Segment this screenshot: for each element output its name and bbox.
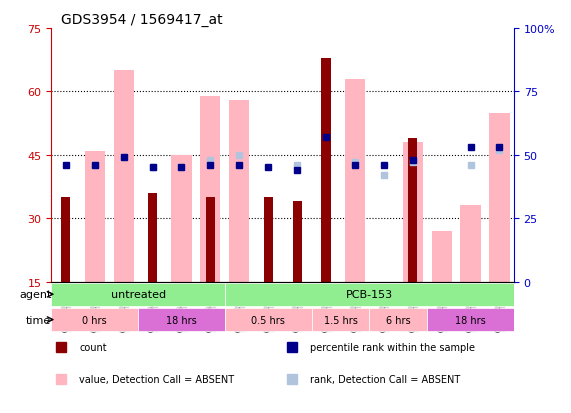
FancyBboxPatch shape xyxy=(312,309,369,331)
Text: GSM149391: GSM149391 xyxy=(437,285,446,331)
Bar xyxy=(171,155,192,282)
FancyBboxPatch shape xyxy=(225,309,312,331)
Text: time: time xyxy=(26,315,51,325)
Text: GSM149386: GSM149386 xyxy=(292,285,301,331)
Text: GSM149393: GSM149393 xyxy=(495,285,504,332)
Bar xyxy=(206,197,215,282)
Bar xyxy=(85,151,105,282)
Text: 6 hrs: 6 hrs xyxy=(386,315,411,325)
Text: count: count xyxy=(79,342,107,352)
FancyBboxPatch shape xyxy=(427,309,514,331)
Text: value, Detection Call = ABSENT: value, Detection Call = ABSENT xyxy=(79,375,234,385)
Bar xyxy=(229,101,250,282)
Bar xyxy=(489,113,509,282)
Text: 1.5 hrs: 1.5 hrs xyxy=(324,315,357,325)
FancyBboxPatch shape xyxy=(369,309,427,331)
Text: 0.5 hrs: 0.5 hrs xyxy=(251,315,285,325)
Text: 18 hrs: 18 hrs xyxy=(166,315,197,325)
Text: GSM149392: GSM149392 xyxy=(466,285,475,331)
Text: GSM149381: GSM149381 xyxy=(61,285,70,331)
Text: rank, Detection Call = ABSENT: rank, Detection Call = ABSENT xyxy=(311,375,461,385)
Bar xyxy=(432,231,452,282)
Bar xyxy=(321,58,331,282)
Text: GSM154182: GSM154182 xyxy=(148,285,157,331)
Text: untreated: untreated xyxy=(111,290,166,299)
Text: GSM149385: GSM149385 xyxy=(264,285,273,331)
Text: GSM154183: GSM154183 xyxy=(177,285,186,331)
Text: percentile rank within the sample: percentile rank within the sample xyxy=(311,342,476,352)
Bar xyxy=(460,206,481,282)
Bar xyxy=(114,71,134,282)
Bar xyxy=(345,79,365,282)
Text: 0 hrs: 0 hrs xyxy=(82,315,107,325)
Text: GSM149382: GSM149382 xyxy=(90,285,99,331)
Text: GSM149384: GSM149384 xyxy=(235,285,244,331)
Text: GSM154184: GSM154184 xyxy=(206,285,215,331)
Text: GSM149390: GSM149390 xyxy=(408,285,417,332)
FancyBboxPatch shape xyxy=(51,309,138,331)
Bar xyxy=(61,197,70,282)
FancyBboxPatch shape xyxy=(51,283,225,306)
FancyBboxPatch shape xyxy=(138,309,225,331)
Bar xyxy=(408,138,417,282)
Text: PCB-153: PCB-153 xyxy=(346,290,393,299)
FancyBboxPatch shape xyxy=(225,283,514,306)
Bar xyxy=(200,96,220,282)
Bar xyxy=(292,202,301,282)
Bar xyxy=(403,143,423,282)
Bar xyxy=(148,193,157,282)
Text: agent: agent xyxy=(19,290,51,299)
Text: GSM149388: GSM149388 xyxy=(351,285,359,331)
Text: GDS3954 / 1569417_at: GDS3954 / 1569417_at xyxy=(61,12,222,26)
Text: GSM149387: GSM149387 xyxy=(321,285,331,331)
Text: GSM149389: GSM149389 xyxy=(379,285,388,331)
Text: GSM149383: GSM149383 xyxy=(119,285,128,331)
Bar xyxy=(264,197,273,282)
Text: 18 hrs: 18 hrs xyxy=(455,315,486,325)
